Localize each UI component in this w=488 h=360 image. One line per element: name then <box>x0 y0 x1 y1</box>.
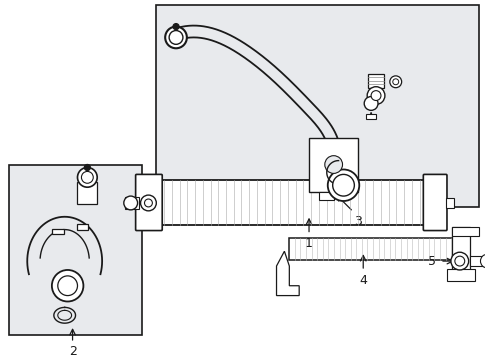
Text: 2: 2 <box>68 345 76 358</box>
Text: 4: 4 <box>359 274 366 287</box>
Circle shape <box>332 174 354 196</box>
Bar <box>76 224 88 230</box>
Circle shape <box>389 76 401 88</box>
Circle shape <box>81 171 93 183</box>
Bar <box>366 114 375 119</box>
Circle shape <box>370 91 380 100</box>
Circle shape <box>366 87 384 104</box>
Circle shape <box>140 195 156 211</box>
Circle shape <box>165 27 186 48</box>
Circle shape <box>52 270 83 301</box>
Circle shape <box>84 165 90 170</box>
Circle shape <box>480 254 488 268</box>
Circle shape <box>450 252 468 270</box>
Polygon shape <box>276 251 299 296</box>
Circle shape <box>324 156 342 174</box>
FancyBboxPatch shape <box>423 174 446 230</box>
Bar <box>52 229 63 234</box>
Bar <box>318 192 333 200</box>
Circle shape <box>364 96 377 111</box>
Bar <box>156 5 479 207</box>
Bar <box>308 138 358 192</box>
Circle shape <box>123 196 137 210</box>
Circle shape <box>144 199 152 207</box>
Text: 3: 3 <box>354 215 362 228</box>
Bar <box>451 226 468 271</box>
Bar <box>289 238 456 260</box>
Bar <box>451 226 479 237</box>
Bar <box>468 256 483 266</box>
Circle shape <box>58 276 77 296</box>
Text: 1: 1 <box>305 238 312 251</box>
Bar <box>8 165 141 335</box>
Circle shape <box>392 79 398 85</box>
Bar <box>446 269 473 281</box>
Circle shape <box>173 24 179 30</box>
Text: 5: 5 <box>427 255 435 267</box>
Circle shape <box>327 170 359 201</box>
Bar <box>367 74 383 88</box>
Bar <box>445 198 453 208</box>
Circle shape <box>169 31 183 44</box>
Circle shape <box>454 256 464 266</box>
FancyBboxPatch shape <box>135 174 162 230</box>
Bar <box>77 182 97 204</box>
Bar <box>156 180 427 225</box>
Circle shape <box>77 167 97 187</box>
Bar <box>124 197 138 209</box>
